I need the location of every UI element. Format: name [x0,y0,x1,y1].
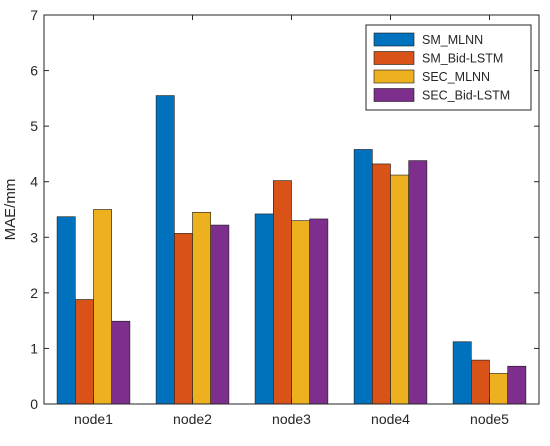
legend-swatch [373,51,415,65]
bar-SEC_Bid-LSTM-node1 [111,320,131,405]
legend-label: SM_Bid-LSTM [422,52,503,66]
y-tick-label: 3 [30,229,38,245]
bar-SM_MLNN-node4 [353,149,373,405]
x-tick-label: node1 [74,411,113,427]
x-tick-label: node2 [173,411,212,427]
bar-SM_MLNN-node1 [56,216,76,405]
axes [43,14,540,405]
bar-SEC_MLNN-node4 [390,174,410,405]
x-tick-label: node3 [272,411,311,427]
y-tick-labels: 0 1 2 3 4 5 6 7 [30,7,38,412]
bar-SEC_MLNN-node3 [291,220,311,405]
x-tick-labels: node1 node2 node3 node4 node5 [74,411,509,427]
x-tick-label: node5 [470,411,509,427]
y-tick-label: 5 [30,118,38,134]
y-tick-label: 6 [30,63,38,79]
bar-SM_Bid-LSTM-node5 [470,359,490,405]
bar-SEC_MLNN-node5 [489,373,509,405]
legend-label: SEC_Bid-LSTM [422,89,510,103]
legend: SM_MLNN SM_Bid-LSTM SEC_MLNN SEC_Bid-LSTM [365,24,532,111]
y-tick-label: 2 [30,285,38,301]
legend-swatch [373,32,415,47]
bar-SEC_Bid-LSTM-node4 [408,160,428,405]
legend-swatch [373,69,415,84]
bar-SM_Bid-LSTM-node4 [371,163,391,405]
y-tick-label: 7 [30,7,38,23]
bar-SM_MLNN-node2 [155,95,175,405]
legend-swatch [373,88,415,102]
legend-label: SM_MLNN [422,33,483,47]
bar-SM_Bid-LSTM-node2 [174,233,193,405]
bar-SEC_Bid-LSTM-node3 [309,218,329,405]
x-tick-label: node4 [371,411,410,427]
bar-SEC_Bid-LSTM-node2 [210,224,230,405]
bar-SEC_MLNN-node1 [93,209,113,405]
y-tick-label: 1 [30,340,38,356]
legend-label: SEC_MLNN [422,70,490,84]
bar-SEC_MLNN-node2 [192,211,212,405]
y-tick-label: 0 [30,396,38,412]
y-axis-label: MAE/mm [2,179,19,241]
bar-SM_Bid-LSTM-node3 [272,180,292,405]
bar-group [56,95,527,405]
bar-SEC_Bid-LSTM-node5 [507,365,527,405]
bar-SM_MLNN-node3 [254,213,274,405]
bar-SM_MLNN-node5 [452,341,472,405]
bar-SM_Bid-LSTM-node1 [75,299,94,405]
y-tick-label: 4 [30,174,38,190]
